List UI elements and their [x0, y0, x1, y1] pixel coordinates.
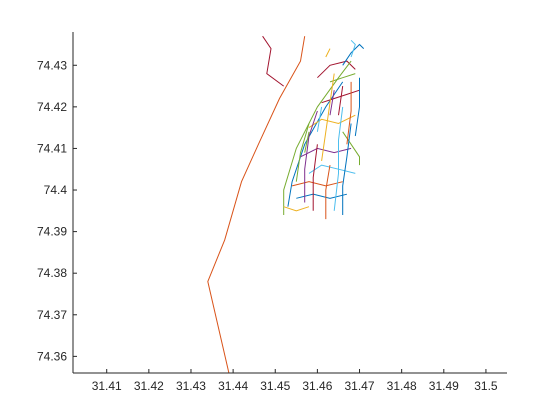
series-line-3 [283, 60, 352, 215]
series-line-13 [321, 89, 360, 104]
axes-layer [72, 32, 507, 374]
series-line-1 [262, 35, 284, 87]
y-tick-label: 74.43 [37, 58, 67, 72]
series-line-9 [308, 164, 356, 174]
y-tick-label: 74.41 [37, 141, 67, 155]
series-line-25 [354, 77, 360, 137]
series-line-5 [342, 43, 365, 66]
series-line-29 [304, 131, 310, 153]
series-line-11 [300, 147, 352, 158]
series-line-14 [329, 73, 356, 83]
series-line-6 [350, 39, 356, 58]
series-line-7 [325, 48, 331, 58]
x-tick-label: 31.46 [302, 379, 332, 393]
y-tick-label: 74.38 [37, 266, 67, 280]
y-tick-label: 74.4 [44, 183, 68, 197]
series-line-24 [346, 81, 352, 145]
series-line-2 [317, 60, 356, 79]
x-tick-label: 31.49 [429, 379, 459, 393]
series-layer [207, 35, 365, 374]
x-tick-layer: 31.41 31.42 31.43 31.44 31.45 31.46 31.47 31.48… [92, 369, 498, 393]
y-tick-label: 74.39 [37, 225, 67, 239]
series-line-15 [296, 193, 348, 199]
series-line-28 [316, 106, 323, 132]
series-line-17 [325, 165, 331, 220]
y-tick-label: 74.42 [37, 100, 67, 114]
series-line-19 [312, 144, 318, 211]
series-line-23 [295, 123, 310, 182]
series-line-16 [283, 206, 310, 212]
series-line-0 [207, 36, 306, 374]
x-tick-label: 31.47 [345, 379, 375, 393]
series-line-20 [304, 110, 318, 203]
x-tick-label: 31.41 [92, 379, 122, 393]
x-tick-label: 31.5 [474, 379, 498, 393]
y-tick-label: 74.37 [37, 308, 67, 322]
series-line-27 [329, 90, 335, 116]
series-line-4 [287, 81, 344, 207]
x-tick-label: 31.42 [134, 379, 164, 393]
y-tick-layer: 74.36 74.37 74.38 74.39 74.4 74.41 74.42 74.43 [37, 58, 77, 363]
series-line-18 [342, 123, 352, 215]
series-line-22 [321, 73, 335, 161]
x-tick-label: 31.44 [218, 379, 248, 393]
series-line-21 [333, 106, 344, 211]
x-tick-label: 31.43 [176, 379, 206, 393]
series-line-10 [291, 181, 343, 187]
series-line-26 [338, 86, 344, 116]
x-tick-label: 31.48 [387, 379, 417, 393]
x-tick-label: 31.45 [260, 379, 290, 393]
series-line-8 [342, 131, 360, 166]
series-line-12 [308, 114, 356, 129]
y-tick-label: 74.36 [37, 349, 67, 363]
